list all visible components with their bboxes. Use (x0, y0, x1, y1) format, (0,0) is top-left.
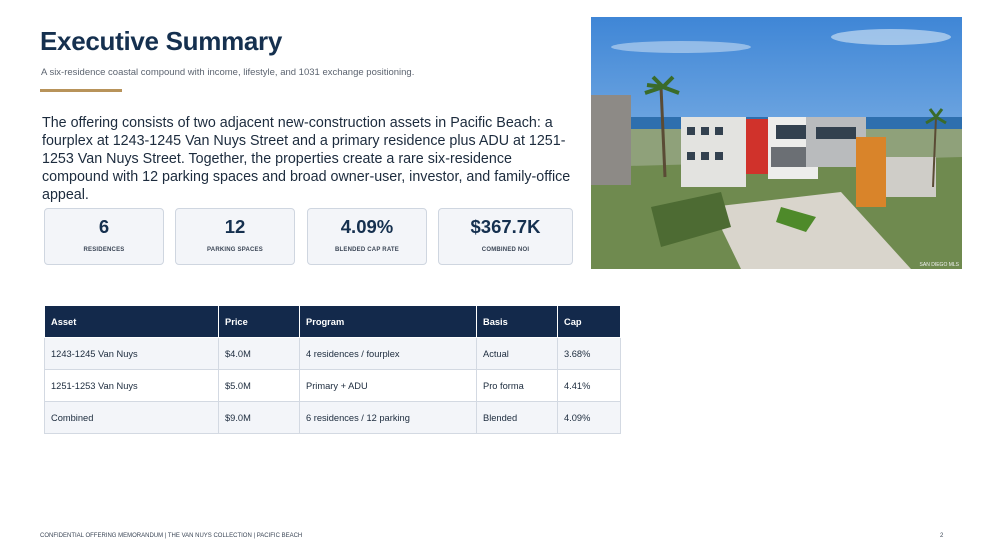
page-number: 2 (940, 533, 944, 539)
asset-table: Asset Price Program Basis Cap 1243-1245 … (44, 305, 621, 434)
table-cell: 4.41% (557, 369, 621, 402)
stat-card: 12 PARKING SPACES (175, 208, 295, 265)
table-row: 1243-1245 Van Nuys $4.0M 4 residences / fo… (44, 337, 621, 370)
column-header: Price (218, 305, 300, 338)
table-header: Asset Price Program Basis Cap (44, 305, 621, 338)
column-header: Cap (557, 305, 621, 338)
stat-label: BLENDED CAP RATE (335, 247, 399, 253)
stat-label: RESIDENCES (83, 247, 125, 253)
stat-card: $367.7K COMBINED NOI (438, 208, 573, 265)
table-cell: 4 residences / fourplex (299, 337, 477, 370)
stat-value: 12 (224, 216, 246, 237)
table-row: 1251-1253 Van Nuys $5.0M Primary + ADU Pro … (44, 369, 621, 402)
property-photo: SAN DIEGO MLS (591, 17, 962, 269)
table-cell: $4.0M (218, 337, 300, 370)
table-cell: 1251-1253 Van Nuys (44, 369, 219, 402)
table-cell: Blended (476, 401, 558, 434)
table-cell: $5.0M (218, 369, 300, 402)
table-cell: 4.09% (557, 401, 621, 434)
column-header: Asset (44, 305, 219, 338)
table-cell: Actual (476, 337, 558, 370)
stat-card: 4.09% BLENDED CAP RATE (307, 208, 427, 265)
table-cell: Primary + ADU (299, 369, 477, 402)
column-header: Program (299, 305, 477, 338)
accent-rule (40, 89, 122, 92)
title: Executive Summary (40, 26, 283, 56)
table-cell: 3.68% (557, 337, 621, 370)
stat-label: COMBINED NOI (481, 247, 530, 253)
footer-text: CONFIDENTIAL OFFERING MEMORANDUM | THE V… (40, 533, 303, 539)
table-cell: 1243-1245 Van Nuys (44, 337, 219, 370)
subtitle: A six-residence coastal compound with in… (41, 67, 415, 78)
column-header: Basis (476, 305, 558, 338)
table-cell: Pro forma (476, 369, 558, 402)
stat-value: $367.7K (470, 216, 541, 237)
summary-paragraph: The offering consists of two adjacent ne… (42, 115, 571, 203)
table-cell: 6 residences / 12 parking (299, 401, 477, 434)
photo-credit: SAN DIEGO MLS (920, 262, 960, 268)
stat-card: 6 RESIDENCES (44, 208, 164, 265)
table-row: Combined $9.0M 6 residences / 12 parking Bl… (44, 401, 621, 434)
stat-label: PARKING SPACES (207, 247, 263, 253)
stat-value: 4.09% (340, 216, 394, 237)
stat-value: 6 (98, 216, 110, 237)
table-cell: Combined (44, 401, 219, 434)
table-cell: $9.0M (218, 401, 300, 434)
